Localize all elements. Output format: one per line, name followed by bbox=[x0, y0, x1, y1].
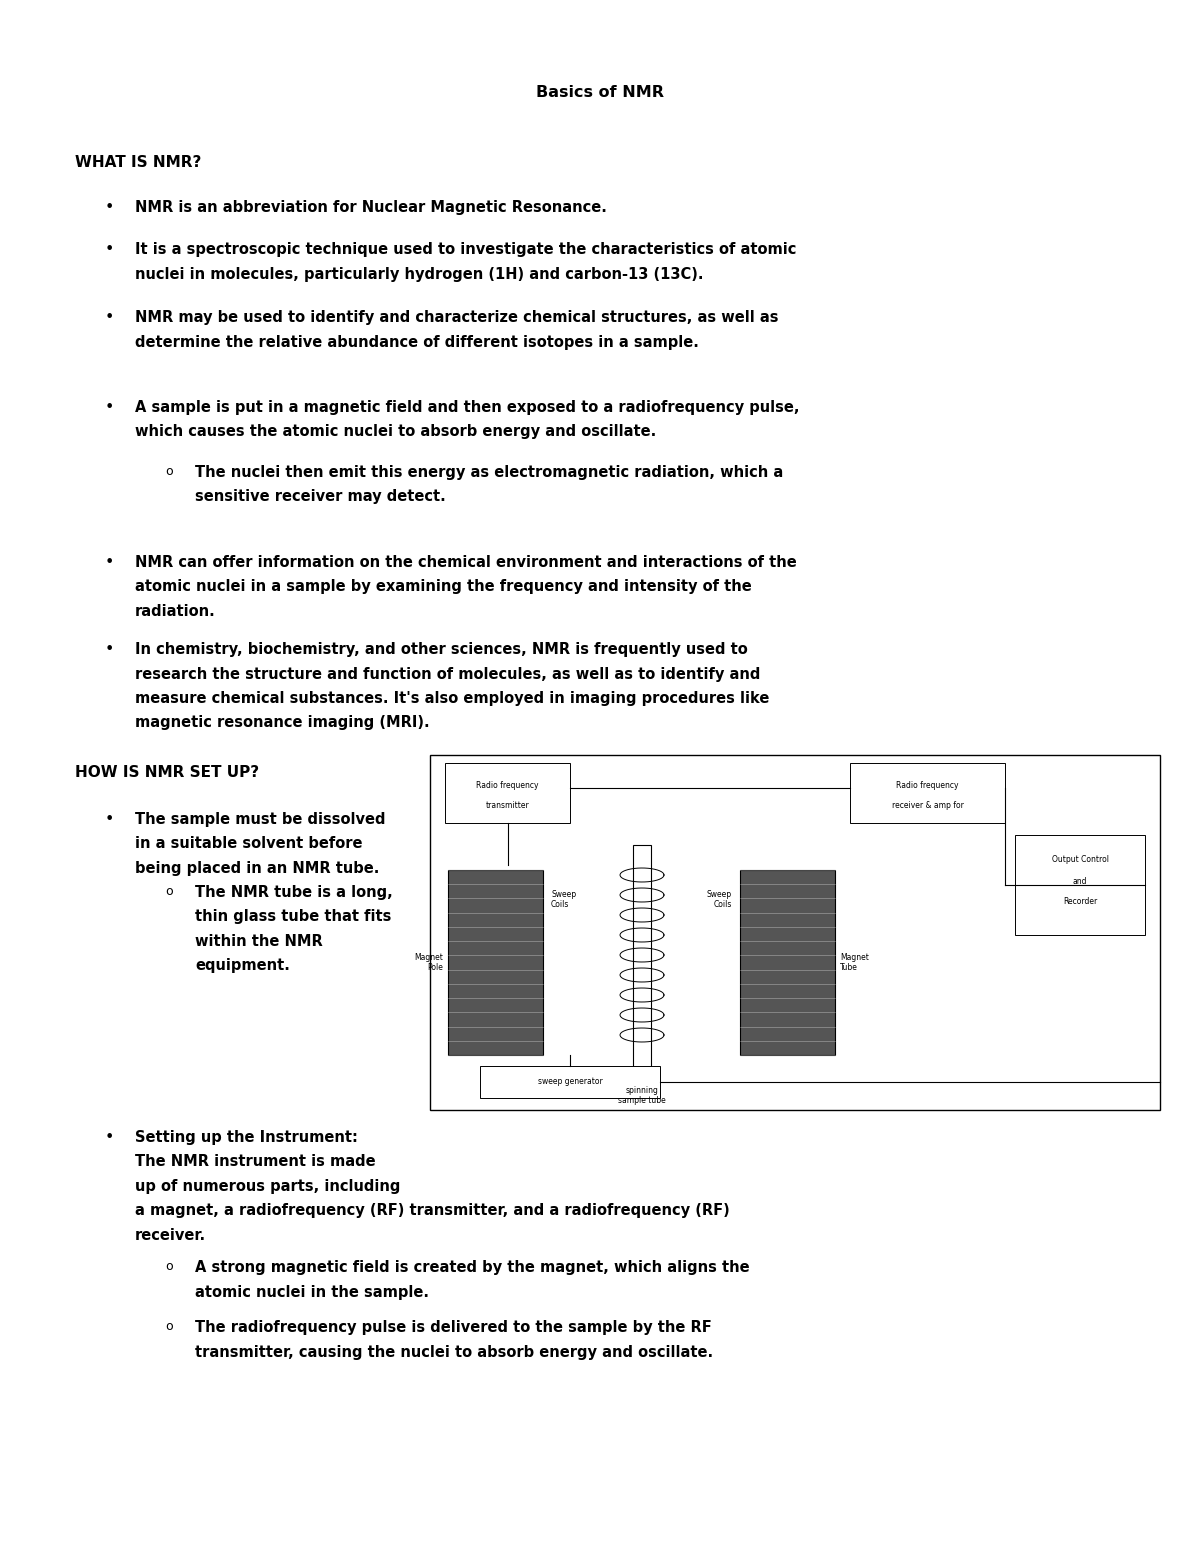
Text: sensitive receiver may detect.: sensitive receiver may detect. bbox=[194, 489, 445, 505]
Text: In chemistry, biochemistry, and other sciences, NMR is frequently used to: In chemistry, biochemistry, and other sc… bbox=[134, 641, 748, 657]
Text: receiver.: receiver. bbox=[134, 1228, 206, 1242]
Text: •: • bbox=[106, 311, 114, 325]
Text: The NMR tube is a long,: The NMR tube is a long, bbox=[194, 885, 392, 901]
Text: sweep generator: sweep generator bbox=[538, 1078, 602, 1087]
Text: Magnet
Pole: Magnet Pole bbox=[414, 954, 443, 972]
Text: spinning
sample tube: spinning sample tube bbox=[618, 1086, 666, 1106]
Text: NMR is an abbreviation for Nuclear Magnetic Resonance.: NMR is an abbreviation for Nuclear Magne… bbox=[134, 200, 607, 214]
Text: Sweep
Coils: Sweep Coils bbox=[707, 890, 732, 910]
Bar bbox=[634, 845, 650, 1079]
Text: A sample is put in a magnetic field and then exposed to a radiofrequency pulse,: A sample is put in a magnetic field and … bbox=[134, 401, 799, 415]
Text: up of numerous parts, including: up of numerous parts, including bbox=[134, 1179, 401, 1194]
Text: a magnet, a radiofrequency (RF) transmitter, and a radiofrequency (RF): a magnet, a radiofrequency (RF) transmit… bbox=[134, 1204, 730, 1219]
Text: equipment.: equipment. bbox=[194, 958, 290, 974]
Bar bbox=[480, 1065, 660, 1098]
Text: •: • bbox=[106, 812, 114, 828]
Text: •: • bbox=[106, 1131, 114, 1145]
Bar bbox=[430, 755, 1160, 1110]
Text: radiation.: radiation. bbox=[134, 604, 216, 620]
Bar bbox=[448, 870, 542, 1054]
Text: Basics of NMR: Basics of NMR bbox=[536, 85, 664, 99]
Text: Radio frequency: Radio frequency bbox=[896, 781, 959, 790]
Text: research the structure and function of molecules, as well as to identify and: research the structure and function of m… bbox=[134, 666, 761, 682]
Text: receiver & amp for: receiver & amp for bbox=[892, 801, 964, 811]
Text: in a suitable solvent before: in a suitable solvent before bbox=[134, 837, 362, 851]
Text: within the NMR: within the NMR bbox=[194, 933, 323, 949]
Bar bbox=[740, 870, 835, 1054]
Text: •: • bbox=[106, 554, 114, 570]
Text: •: • bbox=[106, 242, 114, 256]
Text: atomic nuclei in the sample.: atomic nuclei in the sample. bbox=[194, 1284, 430, 1300]
Text: determine the relative abundance of different isotopes in a sample.: determine the relative abundance of diff… bbox=[134, 334, 698, 349]
Text: atomic nuclei in a sample by examining the frequency and intensity of the: atomic nuclei in a sample by examining t… bbox=[134, 579, 751, 595]
Text: which causes the atomic nuclei to absorb energy and oscillate.: which causes the atomic nuclei to absorb… bbox=[134, 424, 656, 439]
Text: It is a spectroscopic technique used to investigate the characteristics of atomi: It is a spectroscopic technique used to … bbox=[134, 242, 797, 256]
Text: •: • bbox=[106, 641, 114, 657]
Text: o: o bbox=[166, 1320, 173, 1332]
Text: Magnet
Tube: Magnet Tube bbox=[840, 954, 869, 972]
Text: Recorder: Recorder bbox=[1063, 898, 1097, 905]
Text: transmitter, causing the nuclei to absorb energy and oscillate.: transmitter, causing the nuclei to absor… bbox=[194, 1345, 713, 1359]
Text: measure chemical substances. It's also employed in imaging procedures like: measure chemical substances. It's also e… bbox=[134, 691, 769, 707]
Text: o: o bbox=[166, 464, 173, 478]
Text: o: o bbox=[166, 885, 173, 898]
Text: NMR can offer information on the chemical environment and interactions of the: NMR can offer information on the chemica… bbox=[134, 554, 797, 570]
Text: The radiofrequency pulse is delivered to the sample by the RF: The radiofrequency pulse is delivered to… bbox=[194, 1320, 712, 1336]
Text: thin glass tube that fits: thin glass tube that fits bbox=[194, 910, 391, 924]
Text: HOW IS NMR SET UP?: HOW IS NMR SET UP? bbox=[74, 766, 259, 780]
Text: magnetic resonance imaging (MRI).: magnetic resonance imaging (MRI). bbox=[134, 716, 430, 730]
Text: The nuclei then emit this energy as electromagnetic radiation, which a: The nuclei then emit this energy as elec… bbox=[194, 464, 784, 480]
Text: Setting up the Instrument:: Setting up the Instrument: bbox=[134, 1131, 358, 1145]
Bar bbox=[445, 763, 570, 823]
Text: The sample must be dissolved: The sample must be dissolved bbox=[134, 812, 385, 828]
Text: Radio frequency: Radio frequency bbox=[476, 781, 539, 790]
Text: WHAT IS NMR?: WHAT IS NMR? bbox=[74, 155, 202, 169]
Text: A strong magnetic field is created by the magnet, which aligns the: A strong magnetic field is created by th… bbox=[194, 1259, 750, 1275]
Bar bbox=[1015, 836, 1145, 935]
Text: •: • bbox=[106, 401, 114, 415]
Text: and: and bbox=[1073, 877, 1087, 887]
Text: o: o bbox=[166, 1259, 173, 1273]
Text: NMR may be used to identify and characterize chemical structures, as well as: NMR may be used to identify and characte… bbox=[134, 311, 779, 325]
Text: being placed in an NMR tube.: being placed in an NMR tube. bbox=[134, 860, 379, 876]
Text: nuclei in molecules, particularly hydrogen (1H) and carbon-13 (13C).: nuclei in molecules, particularly hydrog… bbox=[134, 267, 703, 281]
Text: Sweep
Coils: Sweep Coils bbox=[551, 890, 576, 910]
Text: Output Control: Output Control bbox=[1051, 856, 1109, 863]
Text: The NMR instrument is made: The NMR instrument is made bbox=[134, 1154, 376, 1169]
Text: transmitter: transmitter bbox=[486, 801, 529, 811]
Text: •: • bbox=[106, 200, 114, 214]
Bar bbox=[850, 763, 1006, 823]
